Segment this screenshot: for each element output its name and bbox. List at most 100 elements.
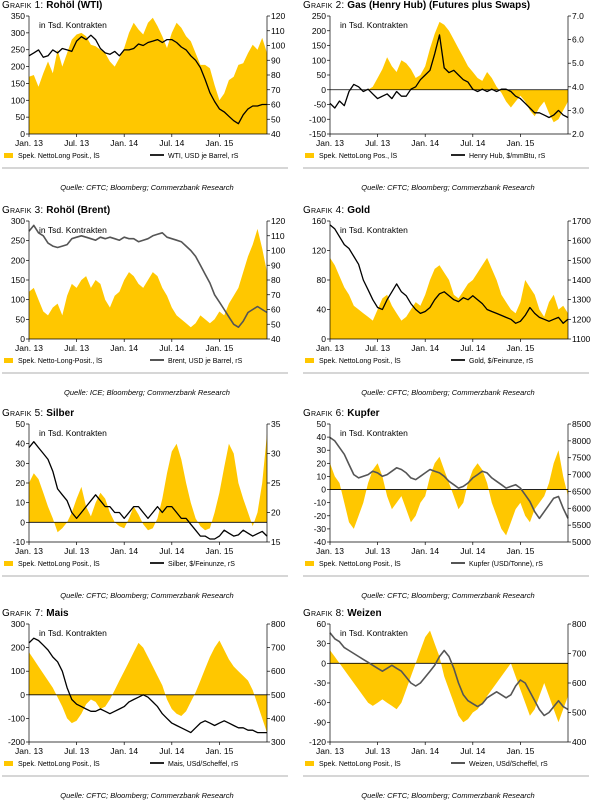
- right-tick-label: 50: [271, 114, 281, 124]
- legend-label-line: Weizen, USd/Scheffel, rS: [469, 761, 548, 768]
- x-tick-label: Jan. 13: [316, 138, 344, 148]
- left-tick-label: -30: [314, 524, 327, 534]
- chart-title-text: Rohöl (Brent): [46, 205, 111, 216]
- chart-title: Grafik 5: Silber: [2, 408, 74, 419]
- legend-label-line: Kupfer (USD/Tonne), rS: [469, 561, 543, 568]
- left-tick-label: 40: [16, 439, 26, 449]
- chart-number: Grafik 6:: [303, 408, 348, 419]
- chart-panel-g2: Grafik 2: Gas (Henry Hub) (Futures plus …: [303, 0, 593, 202]
- right-tick-label: 30: [271, 449, 281, 459]
- right-tick-label: 60: [271, 305, 281, 315]
- chart-panel-g3: Grafik 3: Rohöl (Brent) 0 50 100 150 200 250 30…: [2, 205, 292, 407]
- left-tick-label: 300: [11, 28, 25, 38]
- left-tick-label: 100: [312, 55, 326, 65]
- chart-number: Grafik 5:: [2, 408, 47, 419]
- right-tick-label: 90: [271, 55, 281, 65]
- left-tick-label: 160: [312, 217, 326, 226]
- right-tick-label: 120: [271, 217, 285, 226]
- left-tick-label: 100: [11, 295, 25, 305]
- right-tick-label: 6000: [572, 503, 591, 513]
- x-tick-label: Jan. 14: [110, 138, 138, 148]
- x-tick-label: Jul. 13: [64, 138, 89, 148]
- chart-source: Quelle: CFTC; Bloomberg; Commerzbank Res…: [60, 791, 234, 800]
- legend-label-line: Silber, $/Feinunze, rS: [168, 561, 235, 568]
- chart-title-text: Kupfer: [347, 408, 380, 419]
- left-tick-label: 30: [16, 458, 26, 468]
- x-tick-label: Jul. 14: [159, 138, 184, 148]
- x-tick-label: Jan. 14: [110, 546, 138, 556]
- legend-label-area: Spek. NettoLong Posit., lS: [319, 561, 401, 568]
- chart-title: Grafik 6: Kupfer: [303, 408, 380, 419]
- left-tick-label: -200: [8, 737, 25, 747]
- right-tick-label: 5000: [572, 537, 591, 547]
- legend-label-line: Brent, USD je Barrel, rS: [168, 358, 243, 365]
- right-tick-label: 4.0: [572, 82, 584, 92]
- x-tick-label: Jan. 15: [205, 343, 233, 353]
- chart-title-text: Silber: [46, 408, 75, 419]
- right-tick-label: 7500: [572, 453, 591, 463]
- x-tick-label: Jan. 13: [15, 546, 43, 556]
- right-tick-label: 1300: [572, 295, 591, 305]
- legend-swatch-area: [305, 153, 314, 158]
- x-tick-label: Jul. 13: [64, 343, 89, 353]
- x-tick-label: Jul. 13: [64, 746, 89, 756]
- left-tick-label: 0: [321, 85, 326, 95]
- left-tick-label: -100: [309, 114, 326, 124]
- right-tick-label: 6.0: [572, 35, 584, 45]
- right-tick-label: 1100: [572, 334, 591, 344]
- legend-swatch-area: [305, 561, 314, 566]
- x-tick-label: Jan. 14: [411, 546, 439, 556]
- chart-number: Grafik 2:: [303, 0, 348, 11]
- right-tick-label: 80: [271, 70, 281, 80]
- x-tick-label: Jan. 13: [15, 343, 43, 353]
- left-tick-label: 250: [312, 12, 326, 21]
- series-area-net-long: [29, 17, 267, 135]
- x-tick-label: Jul. 14: [159, 746, 184, 756]
- chart-title: Grafik 7: Mais: [2, 608, 69, 619]
- chart-source: Quelle: CFTC; Bloomberg; Commerzbank Res…: [60, 591, 234, 600]
- left-tick-label: -40: [314, 537, 327, 547]
- legend-label-area: Spek. Netto-Long-Posit., lS: [18, 358, 103, 365]
- left-tick-label: 150: [11, 78, 25, 88]
- right-tick-label: 8500: [572, 420, 591, 429]
- right-tick-label: 1700: [572, 217, 591, 226]
- left-tick-label: -50: [314, 100, 327, 110]
- x-tick-label: Jan. 15: [205, 746, 233, 756]
- x-tick-label: Jan. 14: [411, 138, 439, 148]
- series-line-price: [329, 224, 569, 324]
- chart-number: Grafik 4:: [303, 205, 348, 216]
- x-tick-label: Jan. 15: [506, 343, 534, 353]
- x-tick-label: Jul. 13: [365, 138, 390, 148]
- x-tick-label: Jul. 14: [460, 746, 485, 756]
- right-tick-label: 600: [271, 666, 285, 676]
- legend-swatch-area: [4, 358, 13, 363]
- series-area-net-long: [29, 228, 267, 339]
- chart-svg: 0 40 80 120 160 1100 1200 1300 1400 1500 1600 1700 J…: [303, 217, 591, 374]
- left-tick-label: 0: [321, 334, 326, 344]
- x-tick-label: Jul. 14: [159, 343, 184, 353]
- legend-label-area: Spek. NettoLong Posit., lS: [319, 761, 401, 768]
- right-tick-label: 8000: [572, 436, 591, 446]
- left-tick-label: 200: [312, 26, 326, 36]
- left-tick-label: -60: [314, 698, 327, 708]
- left-tick-label: 120: [312, 246, 326, 256]
- right-tick-label: 40: [271, 334, 281, 344]
- left-tick-label: 30: [317, 445, 327, 455]
- chart-number: Grafik 8:: [303, 608, 348, 619]
- chart-panel-g1: Grafik 1: Rohöl (WTI) 0 50 100 150 200 250 300 3…: [2, 0, 292, 202]
- x-tick-label: Jan. 15: [506, 138, 534, 148]
- right-tick-label: 35: [271, 420, 281, 429]
- left-tick-label: 200: [11, 255, 25, 265]
- chart-annotation: in Tsd. Kontrakten: [340, 428, 408, 438]
- right-tick-label: 110: [271, 26, 285, 36]
- chart-svg: -40 -30 -20 -10 0 10 20 30 40 50 5000 5500 6000 6500 7…: [303, 420, 591, 577]
- chart-annotation: in Tsd. Kontrakten: [39, 628, 107, 638]
- left-tick-label: -90: [314, 717, 327, 727]
- x-tick-label: Jan. 14: [110, 343, 138, 353]
- left-tick-label: 150: [11, 275, 25, 285]
- left-tick-label: 0: [20, 334, 25, 344]
- x-tick-label: Jan. 14: [110, 746, 138, 756]
- right-tick-label: 1600: [572, 236, 591, 246]
- legend-swatch-area: [4, 561, 13, 566]
- chart-source: Quelle: CFTC; Bloomberg; Commerzbank Res…: [361, 791, 535, 800]
